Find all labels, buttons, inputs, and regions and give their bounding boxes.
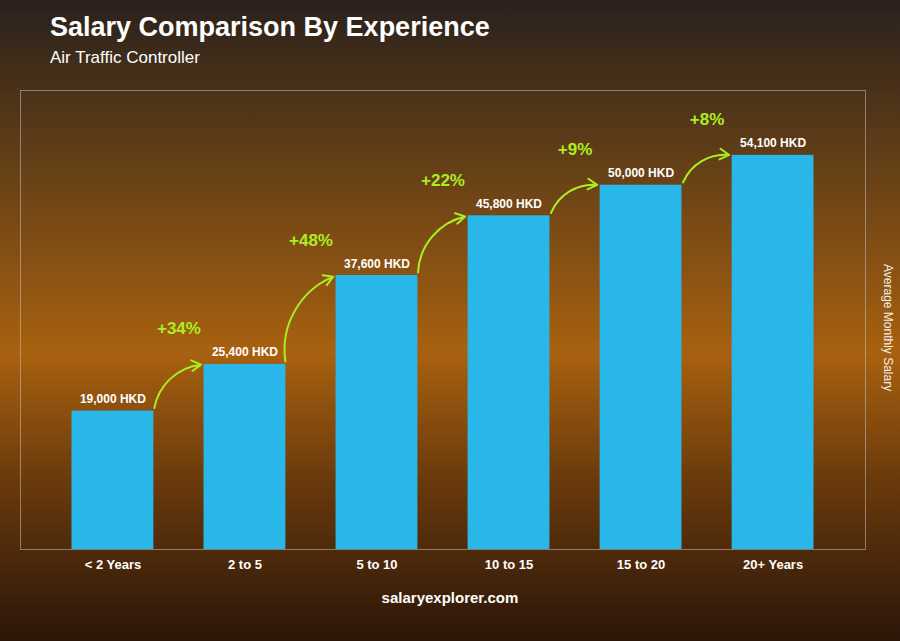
svg-text:5 to 10: 5 to 10 [356,557,397,572]
html-text:salaryexplorer.com: salaryexplorer.com [381,589,519,606]
svg-text:19,000 HKD: 19,000 HKD [80,392,146,406]
svg-text:10 to 15: 10 to 15 [485,557,533,572]
svg-text:37,600 HKD: 37,600 HKD [344,257,410,271]
html-text:Salary Comparison By Experienc: Salary Comparison By Experience [50,12,490,42]
svg-text:< 2 Years: < 2 Years [85,557,142,572]
svg-text:+8%: +8% [690,110,725,129]
svg-text:50,000 HKD: 50,000 HKD [608,166,674,180]
svg-text:20+ Years: 20+ Years [743,557,803,572]
svg-text:45,800 HKD: 45,800 HKD [476,197,542,211]
svg-text:2 to 5: 2 to 5 [228,557,262,572]
svg-text:+48%: +48% [289,231,333,250]
svg-text:+9%: +9% [558,140,593,159]
svg-text:54,100 HKD: 54,100 HKD [740,136,806,150]
svg-text:25,400 HKD: 25,400 HKD [212,345,278,359]
svg-text:+34%: +34% [157,319,201,338]
html-text:Air Traffic Controller: Air Traffic Controller [50,48,200,67]
svg-text:15 to 20: 15 to 20 [617,557,665,572]
svg-text:+22%: +22% [421,171,465,190]
html-text:Average Monthly Salary: Average Monthly Salary [881,263,895,392]
